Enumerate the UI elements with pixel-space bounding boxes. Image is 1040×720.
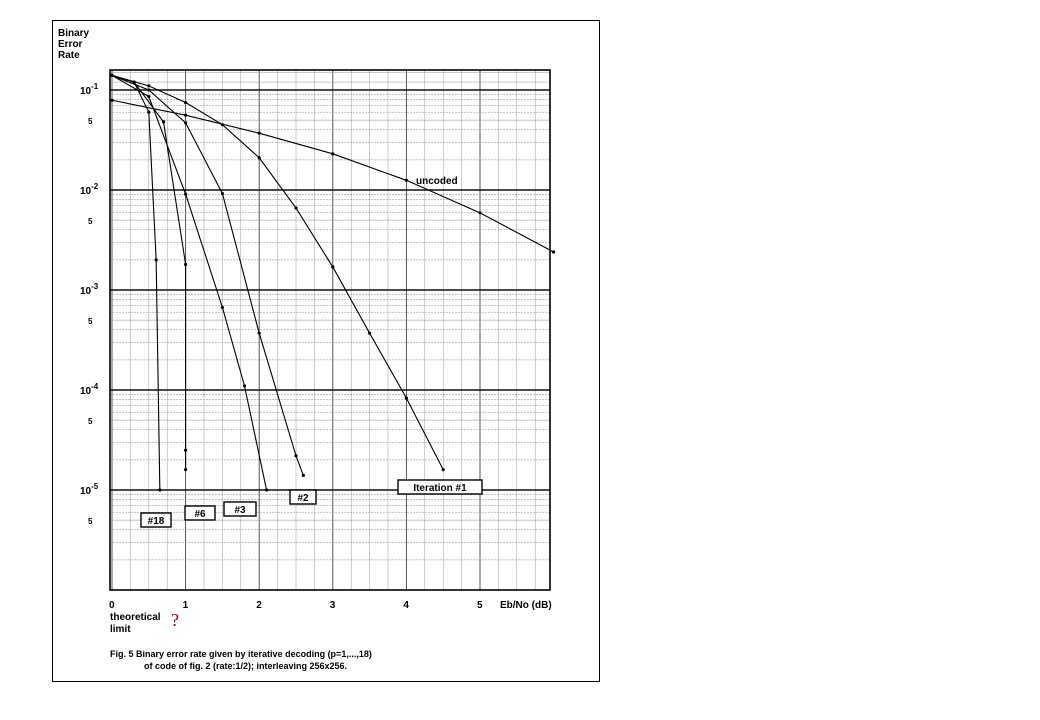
- series-line-iteration1: [111, 74, 444, 470]
- data-point: [257, 156, 261, 160]
- data-point: [220, 192, 224, 196]
- data-point: [294, 206, 298, 210]
- series-lines: [110, 73, 556, 492]
- data-point: [184, 467, 188, 472]
- x-axis-title: Eb/No (dB): [500, 600, 552, 611]
- y-minor-tick-label: 5: [88, 317, 93, 326]
- caption-line2: of code of fig. 2 (rate:1/2); interleavi…: [144, 661, 348, 671]
- data-point: [257, 331, 261, 335]
- y-tick-label: 10-1: [80, 82, 99, 97]
- x-tick-label: 4: [403, 600, 409, 611]
- data-point: [478, 211, 482, 215]
- theoretical-limit-note: theoretical limit: [110, 612, 161, 636]
- data-point: [294, 454, 298, 458]
- data-point: [184, 192, 188, 196]
- label-3: #3: [234, 505, 246, 516]
- data-point: [147, 110, 151, 114]
- data-point: [331, 265, 335, 269]
- data-point: [158, 488, 162, 492]
- data-point: [301, 473, 305, 477]
- data-point: [552, 250, 556, 254]
- data-point: [132, 80, 136, 84]
- label-iteration1: Iteration #1: [413, 483, 467, 494]
- curve-labels: uncoded Iteration #1 #2 #3 #6 #18: [140, 176, 483, 528]
- data-point: [368, 331, 372, 335]
- label-2-box: [289, 489, 317, 505]
- y-minor-tick-label: 5: [88, 117, 93, 126]
- data-point: [220, 123, 224, 127]
- data-point: [154, 258, 158, 262]
- y-tick-label: 10-2: [80, 182, 99, 197]
- plot-border: [109, 69, 551, 591]
- series-line-3: [111, 74, 268, 491]
- series-line-2: [111, 74, 304, 476]
- grid: [110, 70, 550, 590]
- question-mark-annotation: ?: [171, 610, 179, 630]
- label-6: #6: [194, 509, 206, 520]
- label-uncoded: uncoded: [416, 176, 458, 187]
- data-point: [184, 100, 188, 105]
- y-tick-label: 10-3: [80, 282, 99, 297]
- data-point: [184, 448, 188, 452]
- data-point: [147, 94, 151, 99]
- data-point: [404, 178, 408, 182]
- data-point: [441, 467, 445, 472]
- label-iteration1-box: [397, 479, 483, 495]
- data-point: [184, 121, 188, 125]
- data-point: [147, 88, 151, 92]
- data-point: [184, 113, 188, 117]
- data-point: [331, 152, 335, 156]
- data-point: [161, 120, 166, 124]
- data-point: [110, 98, 114, 102]
- label-3-box: [223, 501, 257, 517]
- label-2: #2: [297, 493, 309, 504]
- data-point: [110, 73, 114, 77]
- y-axis-title-line: Rate: [58, 50, 80, 61]
- data-point: [220, 305, 224, 309]
- y-minor-tick-label: 5: [88, 417, 93, 426]
- theoretical-limit-line2: limit: [110, 624, 131, 635]
- y-minor-tick-label: 5: [88, 517, 93, 526]
- figure-frame: [52, 20, 600, 682]
- x-tick-label: 1: [183, 600, 189, 611]
- data-point: [257, 131, 261, 135]
- data-point: [147, 84, 151, 88]
- y-axis-title-line: Error: [58, 39, 83, 50]
- y-minor-tick-label: 5: [88, 217, 93, 226]
- data-point: [242, 384, 247, 388]
- data-point: [264, 488, 269, 492]
- data-point: [184, 262, 188, 267]
- label-18-box: [140, 512, 172, 528]
- series-line-18: [111, 74, 161, 491]
- label-6-box: [184, 505, 216, 521]
- caption-line1: Fig. 5 Binary error rate given by iterat…: [110, 649, 372, 659]
- figure-caption: Fig. 5 Binary error rate given by iterat…: [110, 648, 372, 672]
- y-axis-title-line: Binary: [58, 28, 90, 39]
- x-tick-label: 5: [477, 600, 483, 611]
- y-tick-label: 10-5: [80, 482, 99, 497]
- data-point: [404, 396, 408, 400]
- x-tick-label: 2: [256, 600, 262, 611]
- x-tick-label: 0: [109, 600, 115, 611]
- label-18: #18: [148, 516, 165, 527]
- x-tick-label: 3: [330, 600, 336, 611]
- y-tick-label: 10-4: [80, 382, 99, 397]
- theoretical-limit-line1: theoretical: [110, 612, 161, 623]
